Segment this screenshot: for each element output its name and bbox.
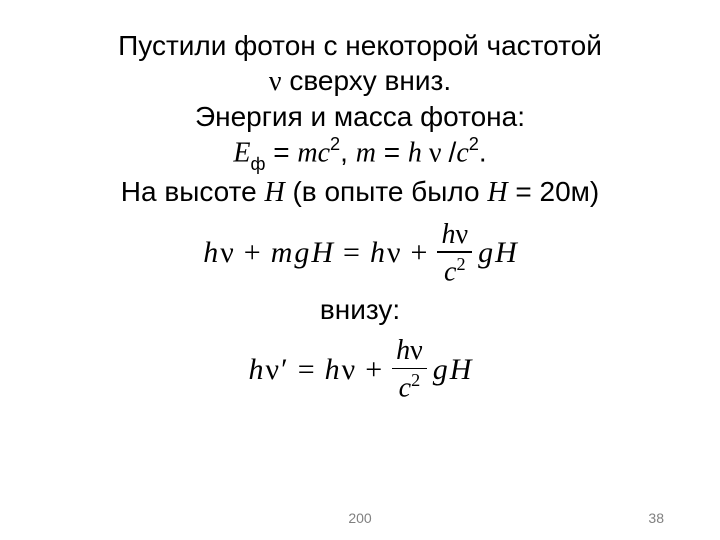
f1-frac-c: c	[444, 256, 456, 287]
f1-frac-nu: ν	[455, 219, 468, 250]
nu-symbol: ν	[269, 66, 282, 97]
f1-g: g	[294, 236, 309, 270]
f1-plus1: +	[240, 236, 265, 270]
f2-eq: =	[294, 353, 319, 387]
f2-frac-c: c	[399, 373, 411, 404]
sq-1: 2	[330, 134, 340, 154]
f1-nu: ν	[220, 236, 234, 270]
h: h	[408, 137, 422, 168]
c: c	[318, 137, 330, 168]
m: m	[297, 137, 317, 168]
fraction-bar	[437, 251, 472, 253]
fraction-bar-2	[392, 368, 427, 370]
f2-nu: ν	[266, 353, 280, 387]
footer-center: 200	[0, 510, 720, 526]
m2: m	[356, 137, 376, 168]
line-5: На высоте H (в опыте было H = 20м)	[0, 174, 720, 210]
formula-2-wrap: hν′ = hν + hν c2 gH	[0, 336, 720, 403]
line-4-inline-eq: Eф = mc2, m = h ν /c2.	[0, 134, 720, 174]
eq-sign-1: =	[265, 136, 297, 167]
line-5-pre: На высоте	[121, 176, 265, 207]
c2: c	[456, 137, 468, 168]
f1-frac: hν c2	[437, 220, 472, 287]
f1-frac-sq: 2	[456, 254, 465, 274]
f2-frac-h: h	[396, 335, 410, 366]
line-1: Пустили фотон с некоторой частотой	[0, 28, 720, 63]
line-2: ν сверху вниз.	[0, 63, 720, 99]
f1-plus2: +	[407, 236, 432, 270]
f1-h: h	[203, 236, 218, 270]
sq-2: 2	[469, 134, 479, 154]
eq-sign-2: =	[376, 136, 408, 167]
f1-g2: g	[478, 236, 493, 270]
f2-prime: ′	[281, 353, 288, 387]
H-1: H	[264, 177, 284, 208]
f1-eq: =	[339, 236, 364, 270]
page-number: 38	[648, 510, 664, 526]
nu-inline: ν	[422, 137, 449, 168]
f1-frac-h: h	[441, 219, 455, 250]
below-label: внизу:	[0, 294, 720, 326]
slide: Пустили фотон с некоторой частотой ν све…	[0, 0, 720, 540]
f2-frac-sq: 2	[411, 370, 420, 390]
f1-nu2: ν	[387, 236, 401, 270]
dot: .	[479, 136, 487, 167]
formula-1-wrap: hν + mgH = hν + hν c2 gH	[0, 220, 720, 287]
line-3: Энергия и масса фотона:	[0, 99, 720, 134]
H-2: H	[487, 177, 507, 208]
f2-h: h	[249, 353, 264, 387]
E: E	[233, 137, 250, 168]
f2-nu2: ν	[342, 353, 356, 387]
line-5-mid: (в опыте было	[285, 176, 488, 207]
f2-h2: h	[325, 353, 340, 387]
body-text: Пустили фотон с некоторой частотой ν све…	[0, 28, 720, 210]
f2-H: H	[450, 353, 472, 387]
f1-h2: h	[370, 236, 385, 270]
f2-plus: +	[361, 353, 386, 387]
f2-g: g	[433, 353, 448, 387]
line-5-post: = 20м)	[508, 176, 600, 207]
f1-m: m	[271, 236, 293, 270]
f1-H: H	[311, 236, 333, 270]
E-sub: ф	[250, 154, 265, 174]
formula-2: hν′ = hν + hν c2 gH	[249, 336, 472, 403]
comma: ,	[340, 136, 356, 167]
formula-1: hν + mgH = hν + hν c2 gH	[203, 220, 517, 287]
f2-frac: hν c2	[392, 336, 427, 403]
f2-frac-nu: ν	[410, 335, 423, 366]
f1-H2: H	[495, 236, 517, 270]
line-2-post: сверху вниз.	[282, 65, 452, 96]
